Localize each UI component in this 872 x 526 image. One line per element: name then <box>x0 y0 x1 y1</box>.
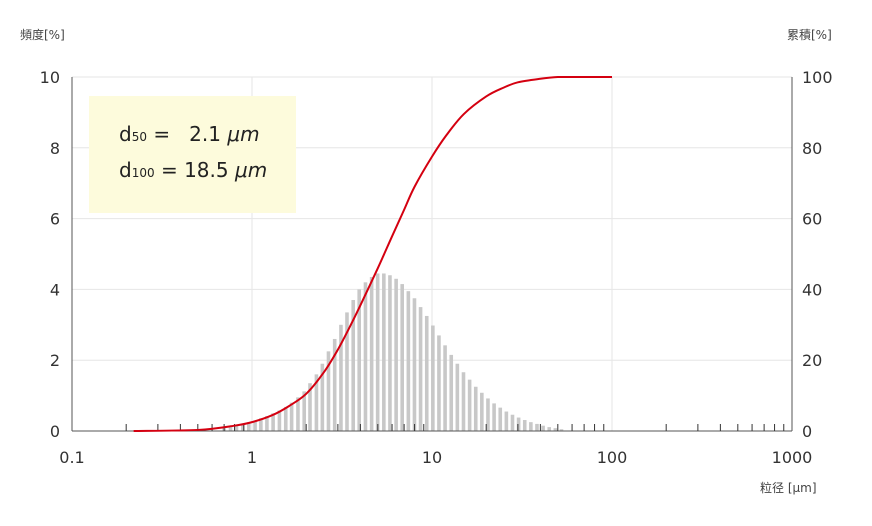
frequency-bar <box>308 383 312 431</box>
frequency-bar <box>277 410 282 431</box>
frequency-bar <box>510 414 515 431</box>
frequency-bar <box>418 307 423 431</box>
frequency-bar <box>437 335 441 431</box>
frequency-bar <box>449 354 454 431</box>
frequency-bar <box>241 423 245 431</box>
frequency-bar <box>547 427 552 431</box>
frequency-bar <box>461 372 466 431</box>
frequency-bar <box>357 289 361 431</box>
frequency-bar <box>541 425 545 431</box>
frequency-bar <box>486 398 490 431</box>
y-left-axis-label: 頻度[%] <box>20 28 65 42</box>
frequency-bar <box>467 379 472 431</box>
y-right-tick-label: 100 <box>802 68 833 87</box>
y-left-tick-label: 2 <box>50 351 60 370</box>
x-tick-label: 10 <box>422 448 442 467</box>
frequency-bar <box>406 291 411 431</box>
frequency-bar <box>320 363 325 431</box>
x-axis-label: 粒径 [μm] <box>760 481 817 495</box>
frequency-bar <box>247 422 251 431</box>
frequency-bar <box>522 420 527 431</box>
y-right-tick-label: 0 <box>802 422 812 441</box>
frequency-bar <box>345 312 349 431</box>
frequency-bar <box>516 417 521 431</box>
frequency-bar <box>302 391 307 431</box>
d50-value: = 2.1 <box>153 122 221 146</box>
y-left-tick-label: 8 <box>50 139 60 158</box>
frequency-bar <box>289 402 294 431</box>
frequency-bar <box>412 298 417 431</box>
frequency-bar <box>375 273 380 431</box>
frequency-bar <box>296 397 300 431</box>
frequency-bar <box>424 315 429 431</box>
frequency-bar <box>480 392 484 431</box>
frequency-bar <box>498 407 503 431</box>
frequency-bar <box>271 413 275 431</box>
d100-annotation: d100 = 18.5 μm <box>119 158 267 182</box>
y-right-tick-label: 80 <box>802 139 822 158</box>
frequency-bar <box>382 273 386 431</box>
y-left-tick-label: 10 <box>40 68 60 87</box>
d50-symbol: d <box>119 122 132 146</box>
d50-unit: μm <box>227 122 260 146</box>
d100-subscript: 100 <box>131 166 155 180</box>
frequency-bar <box>283 406 288 431</box>
frequency-bars <box>222 273 564 431</box>
d100-symbol: d <box>119 158 132 182</box>
x-tick-label: 0.1 <box>59 448 84 467</box>
frequency-bar <box>529 422 533 431</box>
frequency-bar <box>326 351 331 431</box>
y-left-tick-label: 0 <box>50 422 60 441</box>
d100-value: = 18.5 <box>160 158 229 182</box>
frequency-bar <box>351 300 356 431</box>
frequency-bar <box>259 418 263 431</box>
frequency-bar <box>265 416 269 431</box>
y-right-tick-label: 60 <box>802 210 822 229</box>
annotation-box: d50 = 2.1 μm d100 = 18.5 μm <box>89 96 296 213</box>
frequency-bar <box>314 374 319 431</box>
y-left-tick-label: 4 <box>50 280 60 299</box>
frequency-bar <box>394 278 398 431</box>
frequency-bar <box>553 428 558 431</box>
frequency-bar <box>234 425 239 431</box>
frequency-bar <box>559 429 564 431</box>
frequency-bar <box>400 284 404 431</box>
y-left-tick-label: 6 <box>50 210 60 229</box>
frequency-bar <box>455 363 460 431</box>
x-tick-label: 1000 <box>772 448 813 467</box>
frequency-bar <box>228 426 233 431</box>
frequency-bar <box>369 277 374 431</box>
frequency-bar <box>363 282 368 431</box>
y-right-tick-label: 20 <box>802 351 822 370</box>
x-tick-label: 100 <box>597 448 628 467</box>
cumulative-line <box>133 75 612 432</box>
frequency-bar <box>388 275 392 431</box>
frequency-bar <box>504 411 509 431</box>
frequency-bar <box>253 420 257 431</box>
d50-annotation: d50 = 2.1 μm <box>119 122 260 146</box>
frequency-bar <box>431 325 435 431</box>
d100-unit: μm <box>234 158 268 182</box>
frequency-bar <box>443 345 447 431</box>
frequency-bar <box>332 338 337 431</box>
frequency-bar <box>473 386 478 431</box>
frequency-bar <box>492 403 496 431</box>
y-right-tick-label: 40 <box>802 280 822 299</box>
x-tick-label: 1 <box>247 448 257 467</box>
d50-subscript: 50 <box>131 130 147 144</box>
frequency-bar <box>535 423 539 431</box>
frequency-bar <box>339 324 343 431</box>
y-right-axis-label: 累積[%] <box>787 28 832 42</box>
